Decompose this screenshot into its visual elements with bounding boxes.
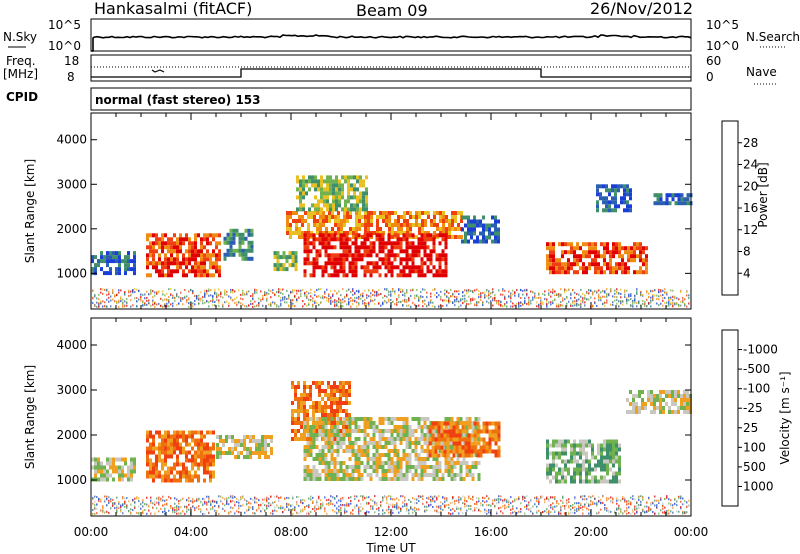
colorbar-tick-label-0: 4 xyxy=(743,266,751,280)
colorbar-frame xyxy=(721,329,739,507)
cpid-panel: CPID normal (fast stereo) 153 xyxy=(6,87,692,111)
data-region-1 xyxy=(146,233,221,278)
power-y-axis: 1000 2000 3000 4000 xyxy=(56,133,691,280)
power-ylabel: Slant Range [km] xyxy=(23,159,37,263)
velocity-data-layer xyxy=(91,381,692,484)
data-region-6 xyxy=(296,175,368,212)
colorbar-tick-label-0: 1000 xyxy=(743,479,774,493)
sky-left-tick-bottom: 10^0 xyxy=(48,39,81,53)
x-tick-label-1: 04:00 xyxy=(174,525,209,539)
colorbar-tick-label-2: 12 xyxy=(743,223,758,237)
colorbar-tick-label-6: -500 xyxy=(743,362,770,376)
data-region-1 xyxy=(146,430,215,483)
freq-left-label-2: [MHz] xyxy=(3,67,38,81)
y-tick-label-2: 3000 xyxy=(56,383,87,397)
power-panel: 1000 2000 3000 4000 Slant Range [km] 4 8 12 16… xyxy=(23,112,770,310)
colorbar-tick-label-5: -100 xyxy=(743,382,770,396)
colorbar-tick-label-3: 16 xyxy=(743,201,758,215)
colorbar-tick-label-7: -1000 xyxy=(743,343,778,357)
y-tick-label-0: 1000 xyxy=(56,473,87,487)
velocity-colorbar: 1000 500 100 25 -25 -100 -500 -1000 xyxy=(721,329,778,507)
freq-trace xyxy=(91,68,691,78)
x-tick-label-6: 00:00 xyxy=(674,525,709,539)
data-region-9 xyxy=(596,184,632,213)
x-tick-label-5: 20:00 xyxy=(574,525,609,539)
velocity-ylabel: Slant Range [km] xyxy=(23,365,37,469)
data-region-3 xyxy=(273,251,298,272)
colorbar-frame xyxy=(721,120,739,296)
cpid-label: CPID xyxy=(6,90,38,104)
date-title: 26/Nov/2012 xyxy=(590,0,693,18)
colorbar-tick-label-5: 24 xyxy=(743,158,758,172)
velocity-colorbar-label: Velocity [m s⁻¹] xyxy=(778,371,792,464)
freq-right-tick-bottom: 0 xyxy=(706,70,714,84)
x-tick-label-4: 16:00 xyxy=(474,525,509,539)
velocity-y-axis: 1000 2000 3000 4000 xyxy=(56,338,691,487)
colorbar-tick-label-2: 100 xyxy=(743,440,766,454)
frequency-panel: Freq. [MHz] 18 8 60 0 Nave xyxy=(3,54,777,85)
sky-noise-panel: N.Sky 10^5 10^0 10^5 10^0 N.Search xyxy=(3,18,800,53)
nave-label: Nave xyxy=(746,65,777,79)
station-title: Hankasalmi (fitACF) xyxy=(94,0,252,18)
colorbar-tick-label-3: 25 xyxy=(743,421,758,435)
x-tick-label-0: 00:00 xyxy=(74,525,109,539)
y-tick-label-1: 2000 xyxy=(56,222,87,236)
time-axis: 00:00 04:00 08:00 12:00 16:00 20:00 00:00 xyxy=(74,113,709,539)
velocity-noise-layer xyxy=(92,495,690,515)
data-region-7 xyxy=(626,390,692,414)
data-region-2 xyxy=(223,228,254,261)
freq-panel-frame xyxy=(90,54,692,82)
sky-left-tick-top: 10^5 xyxy=(48,18,81,32)
velocity-panel: 1000 2000 3000 4000 Slant Range [km] 1000 50… xyxy=(23,317,792,517)
beam-title: Beam 09 xyxy=(356,1,428,20)
sky-noise-trace xyxy=(91,34,692,52)
data-region-0 xyxy=(91,457,136,482)
colorbar-tick-label-1: 500 xyxy=(743,460,766,474)
sky-right-tick-bottom: 10^0 xyxy=(706,39,739,53)
data-region-4 xyxy=(303,417,481,481)
power-data-layer xyxy=(91,175,693,278)
data-region-2 xyxy=(216,435,273,459)
data-region-8 xyxy=(546,242,648,275)
power-colorbar-label: Power [dB] xyxy=(756,162,770,227)
sky-panel-frame xyxy=(90,18,692,52)
power-noise-layer xyxy=(92,288,690,308)
power-colorbar: 4 8 12 16 20 24 28 xyxy=(721,120,758,296)
data-region-5 xyxy=(428,421,501,458)
freq-left-label-1: Freq. xyxy=(6,54,36,68)
y-tick-label-3: 4000 xyxy=(56,338,87,352)
freq-right-tick-top: 60 xyxy=(706,54,721,68)
y-tick-label-0: 1000 xyxy=(56,266,87,280)
x-tick-label-2: 08:00 xyxy=(274,525,309,539)
data-region-5 xyxy=(303,233,448,278)
cpid-mode-text: normal (fast stereo) 153 xyxy=(95,93,261,107)
freq-left-tick-bottom: 8 xyxy=(67,70,75,84)
colorbar-tick-label-1: 8 xyxy=(743,245,751,259)
cpid-panel-frame xyxy=(90,87,692,111)
sky-right-label: N.Search xyxy=(746,30,800,44)
y-tick-label-2: 3000 xyxy=(56,177,87,191)
sky-right-tick-top: 10^5 xyxy=(706,18,739,32)
sky-left-label: N.Sky xyxy=(3,30,37,44)
x-tick-label-3: 12:00 xyxy=(374,525,409,539)
freq-left-tick-top: 18 xyxy=(64,54,79,68)
colorbar-tick-label-6: 28 xyxy=(743,136,758,150)
data-region-10 xyxy=(653,193,693,206)
data-region-0 xyxy=(91,251,136,276)
y-tick-label-1: 2000 xyxy=(56,428,87,442)
freq-trace-glitch xyxy=(151,69,165,73)
colorbar-tick-label-4: -25 xyxy=(743,401,763,415)
data-region-6 xyxy=(546,439,621,484)
colorbar-tick-label-4: 20 xyxy=(743,179,758,193)
time-axis-label: Time UT xyxy=(365,541,416,554)
data-region-7 xyxy=(461,215,500,244)
y-tick-label-3: 4000 xyxy=(56,133,87,147)
